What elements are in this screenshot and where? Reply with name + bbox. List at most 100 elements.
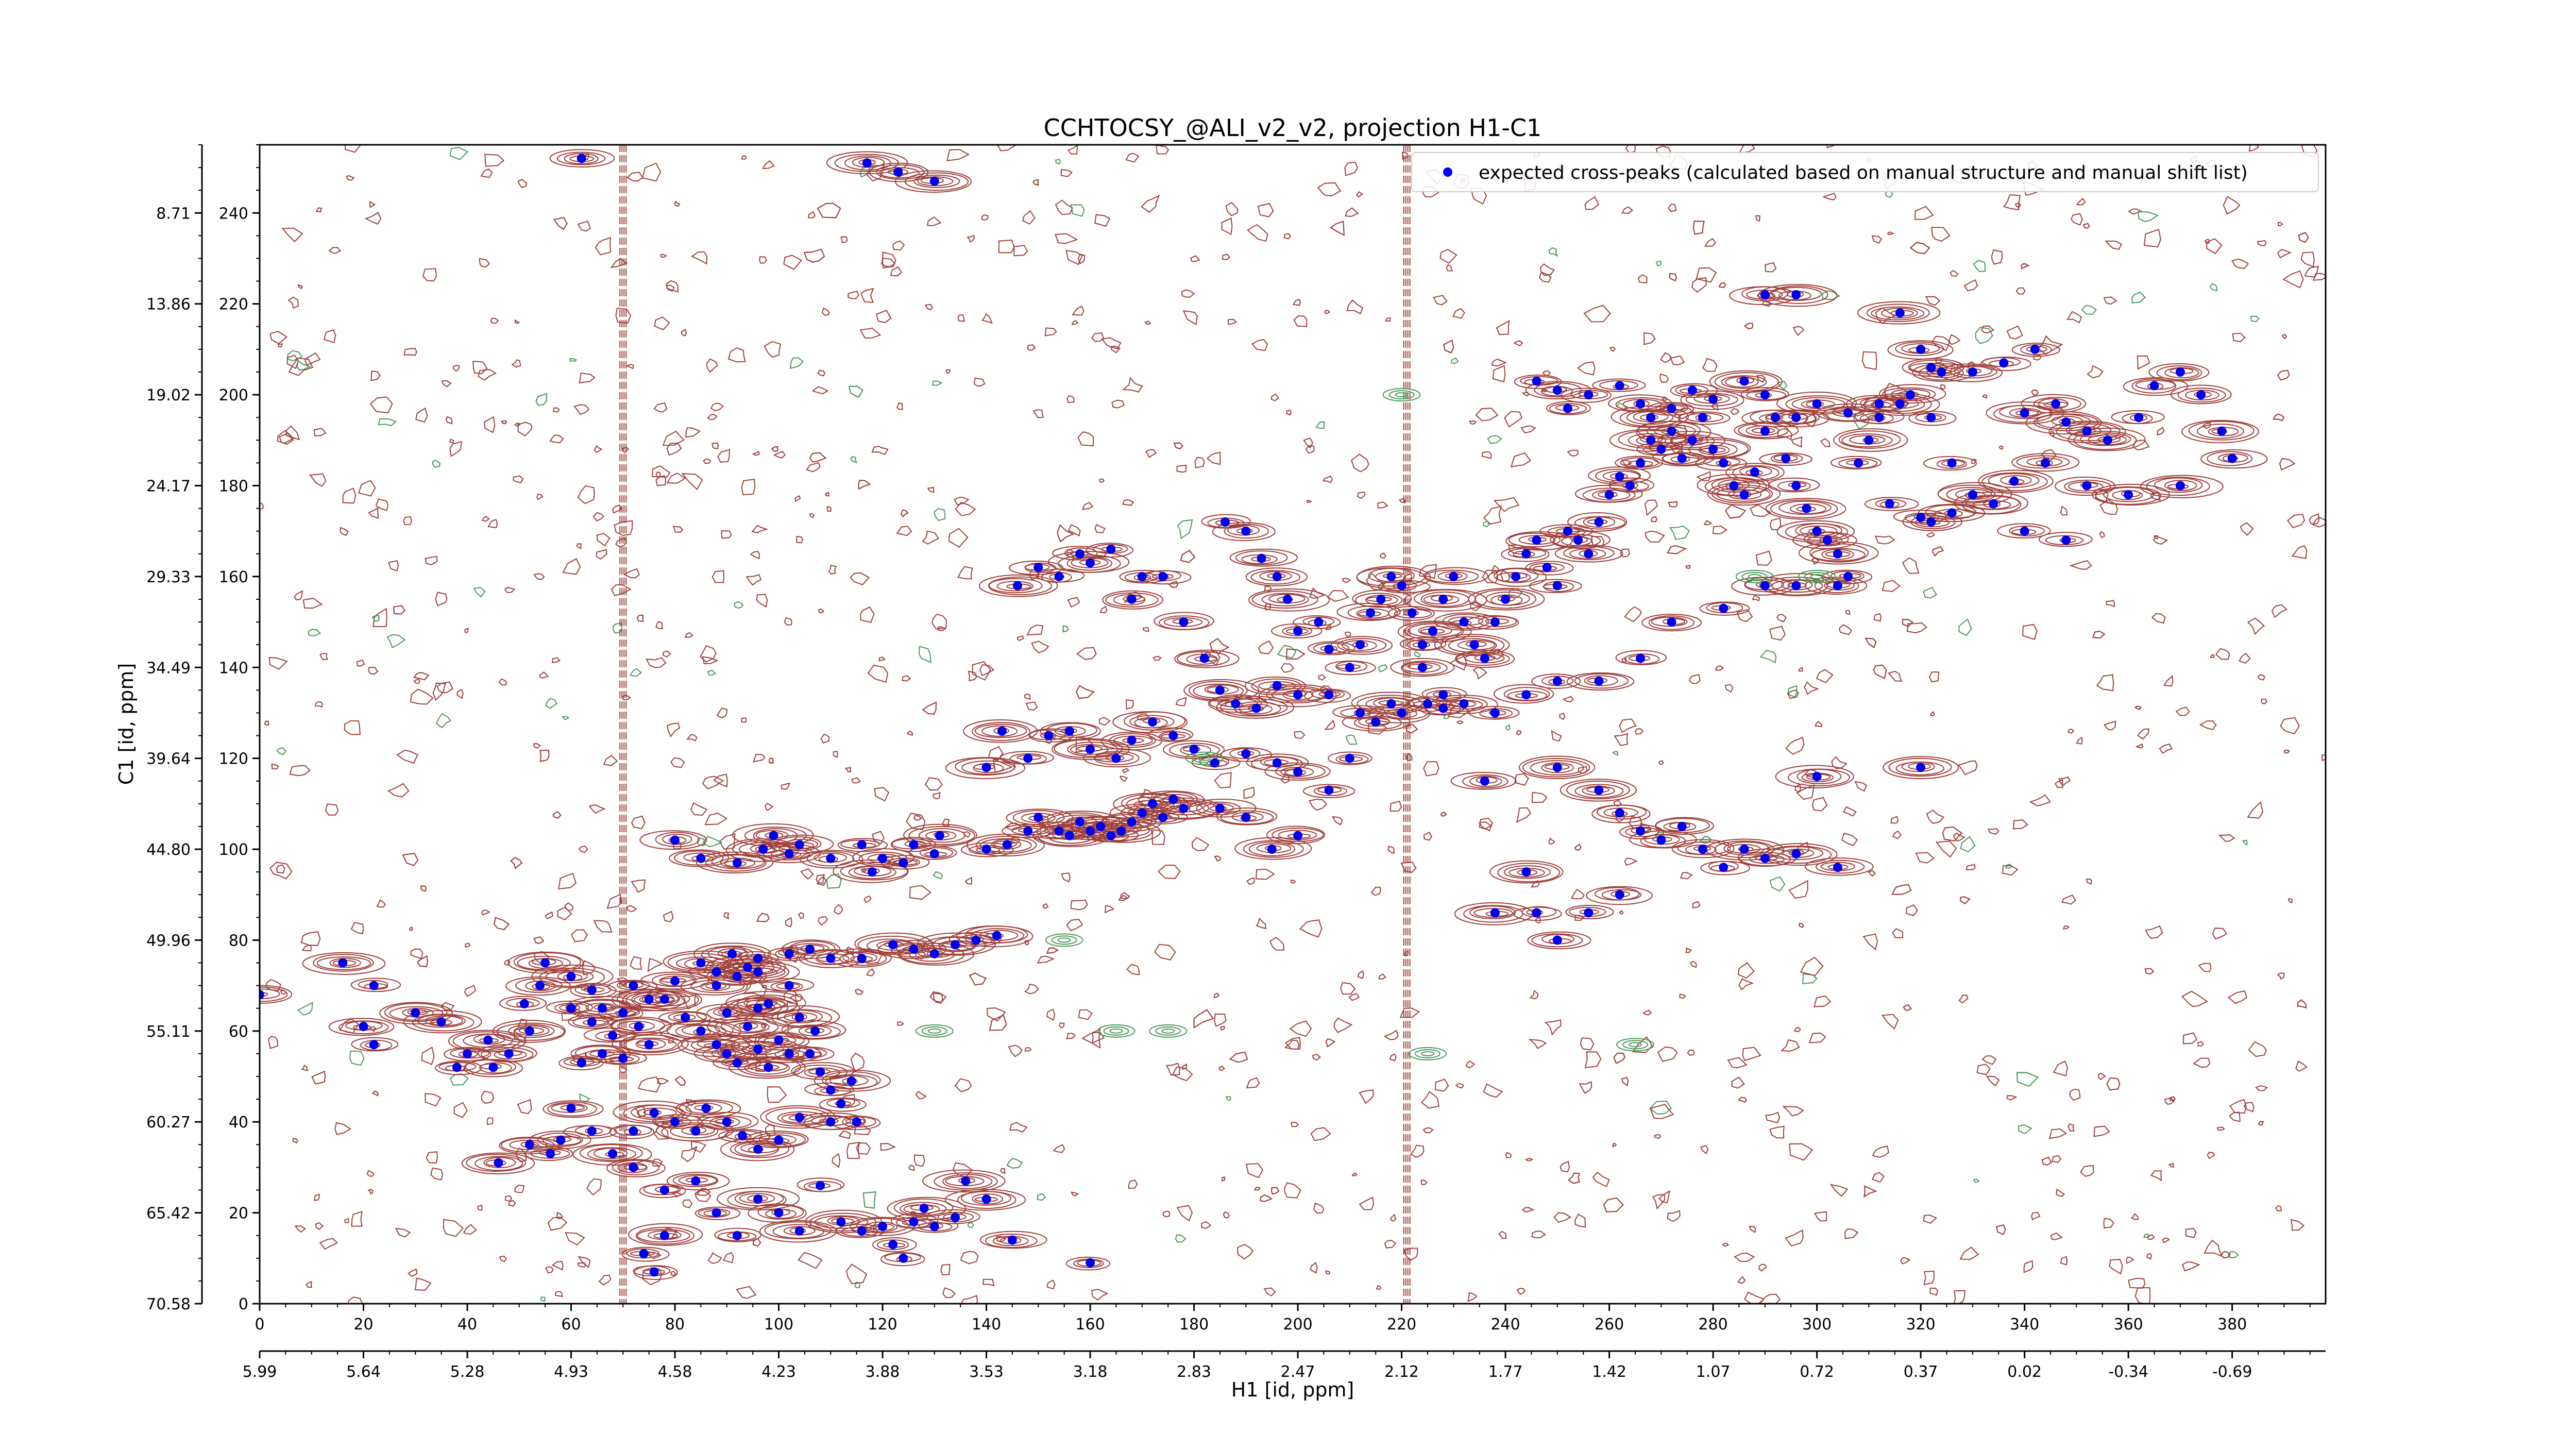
cross-peak-point (1698, 845, 1707, 854)
noise-contour (2052, 1155, 2062, 1163)
y-ppm-tick-label: 34.49 (146, 659, 191, 677)
noise-contour (1162, 1210, 1171, 1218)
cross-peak-point (1719, 603, 1728, 613)
noise-contour (2099, 531, 2105, 538)
y-ppm-tick-label: 13.86 (146, 296, 191, 314)
noise-contour (1958, 994, 1969, 1004)
noise-contour (2231, 258, 2249, 269)
cross-peak-point (1490, 617, 1500, 627)
cross-peak-point (1007, 1235, 1017, 1245)
cross-peak-point (758, 845, 768, 854)
peak-contour (1399, 637, 1447, 651)
x-ppm-tick-label: -0.34 (2108, 1363, 2148, 1381)
noise-contour (414, 1277, 432, 1291)
noise-contour (425, 555, 438, 565)
noise-contour (1854, 781, 1868, 792)
peak-contour (1303, 784, 1355, 798)
noise-contour (297, 284, 303, 290)
peak-contour (1677, 841, 1731, 855)
peak-contour (1086, 543, 1133, 558)
x-index-tick-label: 180 (1179, 1316, 1209, 1334)
peak-contour (402, 1008, 434, 1018)
y-ppm-tick-label: 39.64 (146, 750, 191, 768)
cross-peak-point (784, 949, 794, 958)
noise-contour (1524, 1158, 1534, 1161)
y-index-tick-label: 140 (219, 659, 248, 677)
noise-contour (1940, 384, 1946, 390)
cross-peak-point (2196, 390, 2206, 400)
noise-contour (1053, 1144, 1065, 1153)
cross-peak-point (1438, 595, 1448, 604)
noise-contour (1467, 1292, 1478, 1302)
peak-contour (1527, 931, 1591, 950)
peak-contour (944, 1189, 1026, 1211)
noise-contour (1959, 896, 1971, 904)
noise-contour (2221, 1251, 2231, 1258)
noise-contour (2283, 749, 2291, 754)
noise-contour (1345, 631, 1351, 637)
noise-contour (1005, 822, 1023, 831)
noise-contour (2157, 427, 2165, 436)
noise-contour (1659, 352, 1672, 363)
cross-peak-point (2103, 435, 2112, 445)
peak-contour (483, 1157, 516, 1168)
noise-contour (1680, 872, 1693, 880)
noise-contour (1865, 637, 1877, 649)
noise-contour (1496, 320, 1510, 335)
noise-contour (378, 418, 397, 427)
x-ppm-tick-label: 3.88 (866, 1363, 900, 1381)
cross-peak-point (1636, 826, 1646, 836)
noise-contour (1098, 478, 1105, 483)
noise-contour (2056, 1188, 2065, 1197)
peak-contour (908, 825, 975, 845)
noise-contour (260, 502, 264, 510)
cross-peak-point (1490, 708, 1500, 718)
cross-peak-point (909, 945, 919, 954)
noise-contour (309, 473, 327, 487)
noise-contour (1345, 207, 1359, 217)
peak-contour (1105, 592, 1159, 608)
peak-contour (1560, 779, 1637, 802)
cross-peak-point (618, 1008, 628, 1018)
cross-peak-point (1636, 653, 1646, 663)
cross-peak-point (794, 1226, 804, 1236)
noise-contour (2130, 1212, 2139, 1220)
peak-contour (996, 581, 1033, 592)
noise-contour (388, 560, 399, 571)
cross-peak-point (1573, 535, 1583, 545)
noise-contour (741, 478, 756, 496)
noise-contour (592, 512, 604, 522)
cross-peak-point (1895, 308, 1905, 318)
peak-contour (890, 1213, 938, 1229)
cross-peak-point (836, 1099, 846, 1108)
noise-contour (653, 402, 668, 413)
cross-peak-point (608, 1031, 618, 1040)
cross-peak-point (961, 1176, 971, 1186)
y-ppm-tick-label: 29.33 (146, 568, 191, 586)
peak-contour (675, 1099, 741, 1118)
peak-contour (635, 1226, 694, 1245)
noise-contour (1310, 1261, 1318, 1274)
peak-contour (798, 1025, 832, 1037)
noise-contour (2055, 779, 2063, 788)
noise-contour (1218, 1066, 1225, 1071)
peak-contour (852, 848, 914, 867)
noise-contour (593, 920, 613, 933)
noise-contour (862, 1191, 876, 1209)
peak-contour (1505, 531, 1573, 551)
peak-contour (839, 951, 887, 966)
negative-contour (1197, 755, 1211, 761)
peak-contour (833, 859, 909, 883)
noise-contour (1909, 242, 1930, 255)
cross-peak-point (794, 1113, 804, 1122)
peak-contour (1212, 522, 1276, 542)
noise-contour (702, 835, 723, 848)
peak-contour (2033, 397, 2081, 411)
noise-contour (1798, 922, 1804, 929)
peak-contour (450, 1048, 490, 1059)
cross-peak-point (1324, 785, 1334, 795)
peak-contour (840, 862, 908, 881)
cross-peak-point (1833, 549, 1842, 559)
noise-contour (1142, 627, 1149, 632)
noise-contour (1478, 821, 1492, 830)
